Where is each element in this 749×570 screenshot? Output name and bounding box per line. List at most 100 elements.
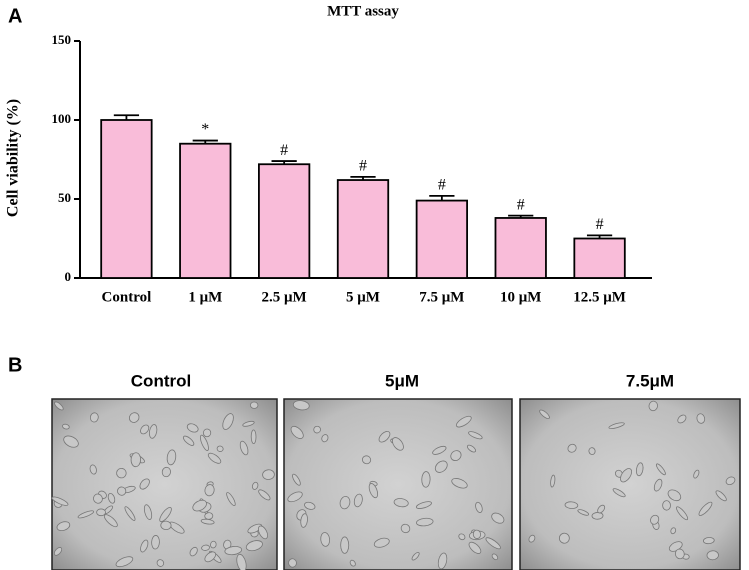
y-tick-label: 50 <box>58 190 71 205</box>
cell <box>200 518 215 525</box>
cell <box>667 489 682 502</box>
cell <box>148 424 158 439</box>
cell <box>361 455 372 465</box>
cell <box>320 532 331 547</box>
cell <box>635 462 644 477</box>
cell <box>290 425 304 439</box>
cell <box>115 556 134 568</box>
y-tick-label: 100 <box>52 111 72 126</box>
cell <box>207 452 222 464</box>
cell <box>577 509 590 516</box>
cell <box>156 559 165 567</box>
significance-mark: # <box>517 196 525 213</box>
cell <box>204 512 214 520</box>
cell <box>239 440 249 456</box>
cell <box>242 420 255 427</box>
cell <box>249 401 259 409</box>
bar <box>179 142 232 279</box>
cell <box>107 492 116 504</box>
cell <box>567 443 577 453</box>
cell <box>159 507 172 523</box>
micrograph <box>283 398 513 570</box>
cell <box>612 488 626 498</box>
cell <box>411 551 420 561</box>
cell <box>54 401 64 411</box>
significance-mark: # <box>280 142 288 159</box>
cell <box>670 527 677 535</box>
y-tick-label: 150 <box>52 32 72 47</box>
cell <box>204 484 215 497</box>
cell <box>715 490 727 502</box>
cell <box>434 460 448 473</box>
cell <box>124 506 136 521</box>
cell <box>53 547 63 556</box>
cell <box>201 544 210 551</box>
cell <box>313 425 321 434</box>
cell <box>653 478 663 492</box>
cell <box>250 429 257 444</box>
cell <box>466 444 477 453</box>
cell <box>300 513 308 528</box>
cell <box>662 500 671 511</box>
x-tick-label: 5 μM <box>346 289 380 305</box>
cell <box>432 445 447 455</box>
cell <box>161 466 171 478</box>
cell <box>655 463 666 476</box>
cell <box>129 412 140 423</box>
x-tick-label: 2.5 μM <box>262 289 307 305</box>
cell <box>199 434 209 451</box>
cell <box>63 435 79 448</box>
cell <box>96 508 106 517</box>
cell <box>103 514 118 528</box>
cell <box>650 514 660 525</box>
cell <box>416 517 434 527</box>
cell <box>392 437 404 451</box>
cell <box>130 452 142 468</box>
cell <box>378 430 391 443</box>
cell <box>222 413 234 430</box>
cell <box>204 551 217 563</box>
image-caption: 7.5μM <box>626 371 674 390</box>
cell <box>491 553 499 561</box>
cell <box>340 536 350 554</box>
bar <box>415 199 468 279</box>
micrograph <box>51 398 278 570</box>
cell <box>251 481 259 490</box>
panel-label: B <box>8 354 22 376</box>
cell <box>475 501 483 513</box>
cell <box>491 512 505 524</box>
cell <box>368 483 379 499</box>
cell <box>702 537 715 545</box>
cell <box>693 469 700 479</box>
cell <box>725 476 736 486</box>
cell <box>116 467 127 479</box>
cell <box>182 435 195 446</box>
significance-mark: # <box>359 158 367 175</box>
cell <box>51 496 69 506</box>
cell <box>677 414 687 424</box>
cell <box>472 529 482 539</box>
cell <box>93 493 103 504</box>
cell <box>437 552 448 570</box>
cell <box>608 422 625 429</box>
bar <box>494 217 547 279</box>
cell <box>140 539 149 553</box>
cell <box>620 468 633 483</box>
chart-title: MTT assay <box>327 3 399 19</box>
cell <box>485 537 501 550</box>
cell <box>550 474 556 488</box>
cell <box>698 501 713 516</box>
significance-mark: # <box>596 216 604 233</box>
cell <box>648 400 658 412</box>
cell <box>117 486 127 496</box>
significance-mark: # <box>438 177 446 194</box>
cell <box>77 510 95 519</box>
panel-label: A <box>8 5 22 27</box>
cell <box>62 423 70 430</box>
cell <box>393 498 409 508</box>
cell <box>528 534 536 543</box>
cell <box>304 501 316 510</box>
cell <box>160 520 172 531</box>
cell <box>353 493 363 508</box>
